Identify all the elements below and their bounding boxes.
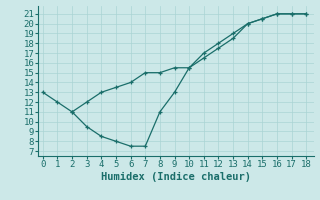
- X-axis label: Humidex (Indice chaleur): Humidex (Indice chaleur): [101, 172, 251, 182]
